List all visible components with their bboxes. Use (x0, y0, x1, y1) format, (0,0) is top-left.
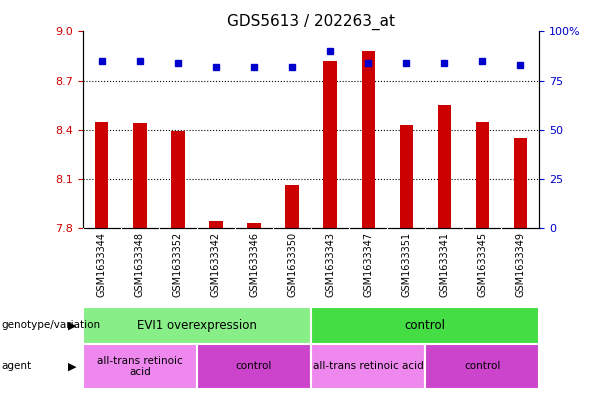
Bar (95, 121, 109, 228)
Text: GSM1633346: GSM1633346 (249, 232, 259, 297)
Bar (83, 307, 311, 344)
Bar (311, 307, 539, 344)
Text: all-trans retinoic acid: all-trans retinoic acid (313, 362, 424, 371)
Bar (425, 344, 539, 389)
Text: GSM1633343: GSM1633343 (325, 232, 335, 297)
Text: control: control (405, 319, 446, 332)
Bar (514, 138, 527, 228)
Text: ▶: ▶ (67, 320, 76, 330)
Bar (362, 51, 375, 228)
Title: GDS5613 / 202263_at: GDS5613 / 202263_at (227, 14, 395, 30)
Text: EVI1 overexpression: EVI1 overexpression (137, 319, 257, 332)
Text: all-trans retinoic
acid: all-trans retinoic acid (97, 356, 183, 377)
Text: GSM1633348: GSM1633348 (135, 232, 145, 297)
Bar (197, 344, 311, 389)
Text: control: control (236, 362, 272, 371)
Bar (248, 223, 261, 228)
Bar (133, 123, 147, 228)
Bar (311, 344, 425, 389)
Bar (438, 105, 451, 228)
Text: GSM1633350: GSM1633350 (287, 232, 297, 297)
Text: GSM1633347: GSM1633347 (363, 232, 373, 297)
Text: ▶: ▶ (67, 362, 76, 371)
Text: GSM1633352: GSM1633352 (173, 232, 183, 297)
Text: GSM1633349: GSM1633349 (516, 232, 525, 297)
Bar (476, 121, 489, 228)
Text: GSM1633351: GSM1633351 (402, 232, 411, 297)
Bar (400, 125, 413, 228)
Bar (209, 221, 223, 228)
Bar (83, 344, 197, 389)
Bar (286, 185, 299, 228)
Text: GSM1633345: GSM1633345 (478, 232, 487, 297)
Text: GSM1633341: GSM1633341 (440, 232, 449, 297)
Text: GSM1633344: GSM1633344 (97, 232, 107, 297)
Text: genotype/variation: genotype/variation (1, 320, 101, 330)
Bar (171, 131, 185, 228)
Text: control: control (464, 362, 501, 371)
Text: agent: agent (1, 362, 31, 371)
Bar (324, 61, 337, 228)
Text: GSM1633342: GSM1633342 (211, 232, 221, 297)
